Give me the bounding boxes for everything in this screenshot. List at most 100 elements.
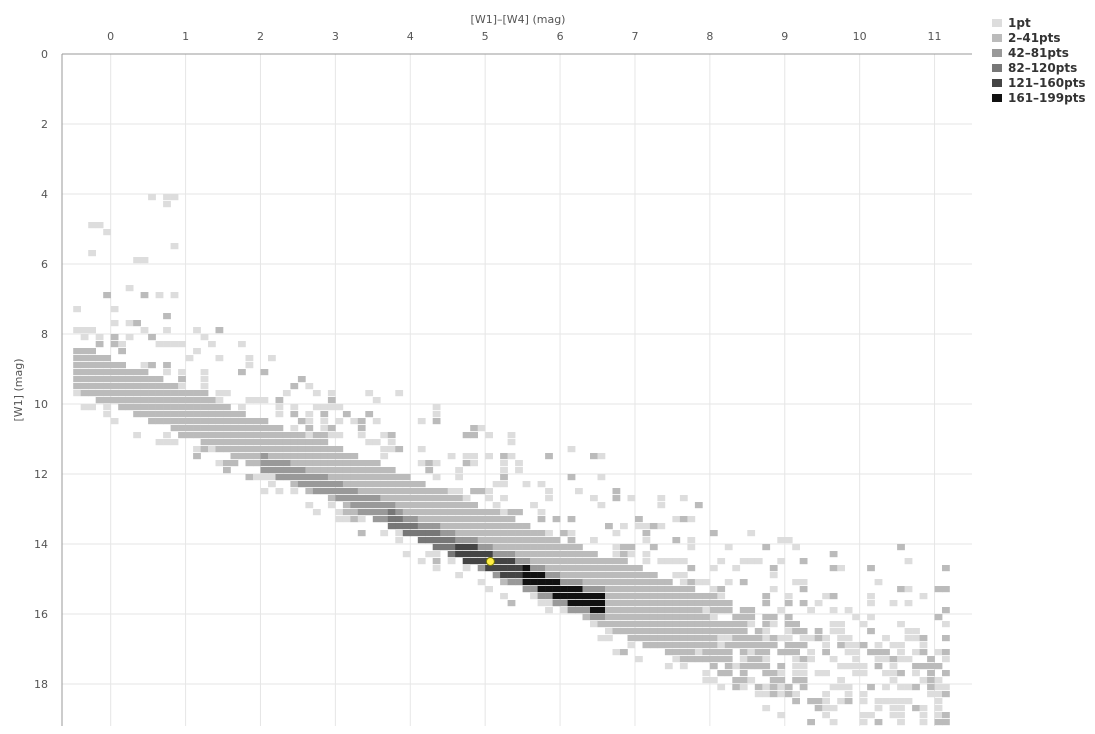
heatmap-cell: [155, 411, 164, 418]
heatmap-cell: [657, 558, 666, 565]
legend-item[interactable]: 42–81pts: [992, 45, 1086, 60]
heatmap-cell: [208, 411, 216, 418]
heatmap-cell: [365, 481, 374, 488]
heatmap-cell: [80, 376, 89, 383]
heatmap-cell: [612, 586, 621, 593]
heatmap-cell: [762, 544, 771, 551]
heatmap-cell: [687, 600, 696, 607]
heatmap-cell: [193, 397, 201, 404]
legend-item[interactable]: 121–160pts: [992, 75, 1086, 90]
heatmap-cell: [642, 530, 651, 537]
heatmap-cell: [462, 516, 471, 523]
heatmap-cell: [867, 712, 875, 719]
heatmap-cell: [305, 411, 314, 418]
heatmap-cell: [417, 509, 426, 516]
axes: [61, 53, 972, 726]
heatmap-cell: [245, 355, 254, 362]
heatmap-cell: [919, 642, 928, 649]
heatmap-cell: [852, 649, 860, 656]
heatmap-cell: [590, 614, 598, 621]
heatmap-cell: [605, 614, 613, 621]
heatmap-cell: [327, 425, 336, 432]
heatmap-cell: [357, 530, 366, 537]
heatmap-cell: [537, 600, 546, 607]
heatmap-cell: [649, 628, 658, 635]
heatmap-cell: [687, 544, 696, 551]
heatmap-cell: [679, 656, 688, 663]
heatmap-cell: [372, 460, 381, 467]
heatmap-cell: [582, 607, 591, 614]
heatmap-cell: [732, 614, 741, 621]
heatmap-cell: [739, 558, 748, 565]
highlight-point[interactable]: [485, 557, 495, 566]
heatmap-cell: [792, 677, 800, 684]
heatmap-cell: [942, 621, 950, 628]
heatmap-cell: [530, 579, 538, 586]
heatmap-cell: [335, 516, 344, 523]
heatmap-cell: [477, 551, 486, 558]
heatmap-cell: [260, 488, 269, 495]
heatmap-cell: [769, 670, 778, 677]
heatmap-cell: [829, 719, 838, 726]
heatmap-cell: [912, 628, 920, 635]
heatmap-cell: [687, 579, 696, 586]
heatmap-cell: [635, 607, 643, 614]
heatmap-cell: [260, 397, 269, 404]
legend-item[interactable]: 2–41pts: [992, 30, 1086, 45]
heatmap-cell: [163, 397, 171, 404]
heatmap-cell: [350, 488, 359, 495]
heatmap-cell: [814, 628, 823, 635]
heatmap-cell: [934, 712, 943, 719]
heatmap-cell: [597, 502, 606, 509]
heatmap-cell: [620, 544, 628, 551]
heatmap-cell: [837, 642, 845, 649]
heatmap-cell: [73, 362, 81, 369]
heatmap-cell: [335, 488, 344, 495]
legend-item[interactable]: 161–199pts: [992, 90, 1086, 105]
x-tick-label: 5: [482, 30, 489, 43]
x-axis-title: [W1]–[W4] (mag): [471, 13, 566, 26]
heatmap-cell: [470, 488, 478, 495]
heatmap-cell: [350, 418, 359, 425]
legend-item[interactable]: 1pt: [992, 15, 1086, 30]
legend-item[interactable]: 82–120pts: [992, 60, 1086, 75]
heatmap-cell: [769, 565, 778, 572]
heatmap-cell: [829, 551, 838, 558]
heatmap-cell: [717, 621, 726, 628]
heatmap-cell: [208, 425, 216, 432]
heatmap-cell: [312, 509, 321, 516]
heatmap-cell: [290, 439, 299, 446]
heatmap-cell: [545, 551, 553, 558]
heatmap-cell: [140, 327, 149, 334]
heatmap-cell: [290, 383, 299, 390]
heatmap-cell: [80, 348, 89, 355]
heatmap-cell: [515, 530, 523, 537]
heatmap-cell: [627, 544, 636, 551]
heatmap-cell: [238, 439, 246, 446]
heatmap-cell: [560, 551, 568, 558]
heatmap-cell: [702, 614, 711, 621]
heatmap-cell: [327, 495, 336, 502]
heatmap-cell: [664, 558, 673, 565]
heatmap-cell: [402, 488, 411, 495]
heatmap-cell: [897, 670, 905, 677]
heatmap-cell: [694, 607, 703, 614]
heatmap-cell: [739, 621, 748, 628]
heatmap-cell: [215, 439, 224, 446]
heatmap-cell: [125, 397, 134, 404]
heatmap-cell: [732, 684, 741, 691]
heatmap-cell: [769, 642, 778, 649]
heatmap-cell: [245, 439, 254, 446]
heatmap-cell: [260, 432, 269, 439]
heatmap-cell: [88, 222, 96, 229]
heatmap-cell: [515, 565, 523, 572]
heatmap-cell: [507, 523, 516, 530]
heatmap-cell: [380, 474, 389, 481]
heatmap-cell: [837, 635, 845, 642]
heatmap-cell: [223, 404, 231, 411]
heatmap-cell: [507, 572, 516, 579]
heatmap-cell: [200, 446, 209, 453]
y-tick-label: 4: [41, 188, 48, 201]
heatmap-cell: [627, 593, 636, 600]
heatmap-cell: [447, 551, 456, 558]
